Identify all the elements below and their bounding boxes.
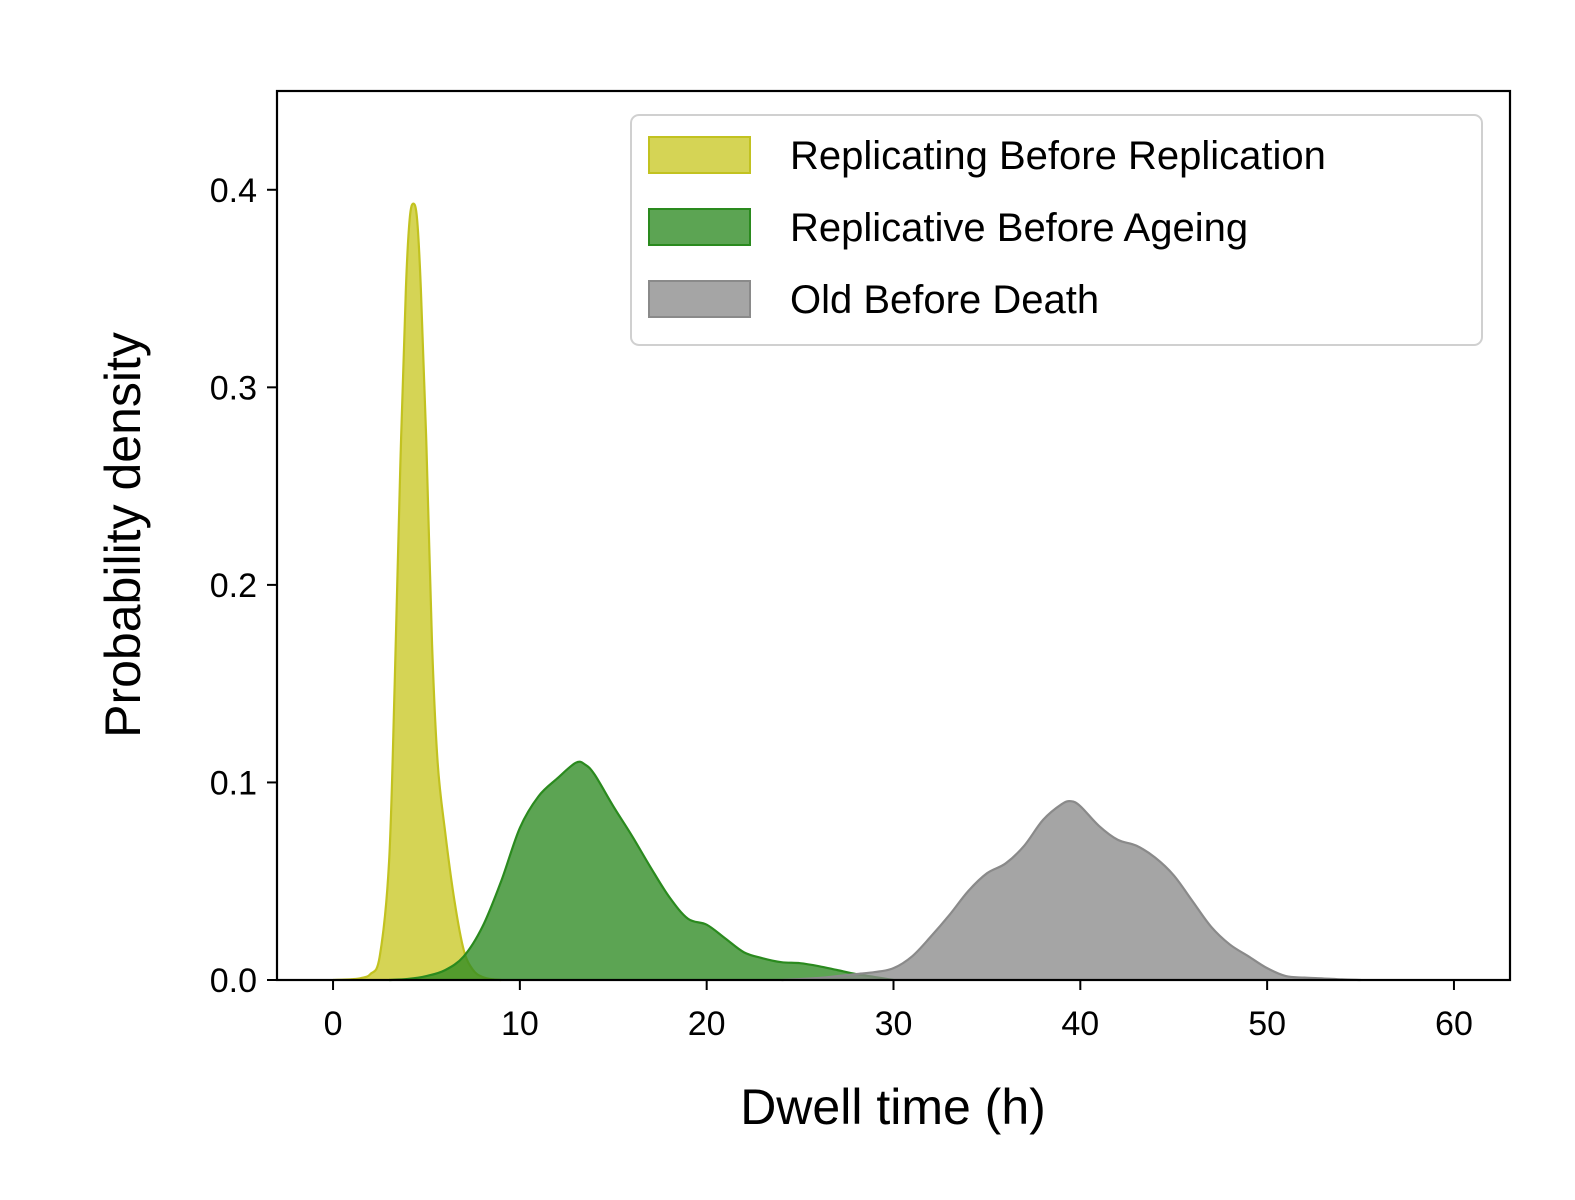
legend-frame [630, 114, 1483, 346]
y-tick-label: 0.2 [210, 567, 257, 605]
outline-replicative-before-ageing [389, 760, 894, 982]
y-tick-label: 0.3 [210, 369, 257, 407]
x-tick-label: 0 [324, 1005, 343, 1043]
x-tick-label: 20 [688, 1005, 726, 1043]
legend: Replicating Before Replication Replicativ… [630, 114, 1483, 346]
density-areas [333, 202, 1361, 982]
y-axis-title: Probability density [95, 332, 151, 738]
y-tick-label: 0.4 [210, 172, 257, 210]
x-tick-label: 40 [1061, 1005, 1099, 1043]
y-tick-label: 0.0 [210, 962, 257, 1000]
y-axis-ticks: 0.0 0.1 0.2 0.3 0.4 [210, 172, 277, 1000]
legend-swatch-replicating-before-replication [648, 136, 751, 174]
outline-old-before-death [781, 799, 1361, 982]
outline-replicating-before-replication [333, 202, 502, 982]
area-replicating-before-replication [333, 203, 502, 981]
area-replicative-before-ageing [389, 761, 894, 980]
x-axis-ticks: 0 10 20 30 40 50 60 [324, 980, 1473, 1043]
x-tick-label: 60 [1435, 1005, 1473, 1043]
x-tick-label: 10 [501, 1005, 539, 1043]
x-axis-title: Dwell time (h) [740, 1079, 1046, 1135]
legend-swatch-replicative-before-ageing [648, 208, 751, 246]
legend-swatch-old-before-death [648, 280, 751, 318]
legend-label-replicative-before-ageing: Replicative Before Ageing [790, 206, 1248, 250]
x-tick-label: 50 [1248, 1005, 1286, 1043]
legend-label-old-before-death: Old Before Death [790, 278, 1099, 322]
legend-label-replicating-before-replication: Replicating Before Replication [790, 134, 1326, 178]
x-tick-label: 30 [875, 1005, 913, 1043]
y-tick-label: 0.1 [210, 764, 257, 802]
area-old-before-death [781, 801, 1361, 980]
